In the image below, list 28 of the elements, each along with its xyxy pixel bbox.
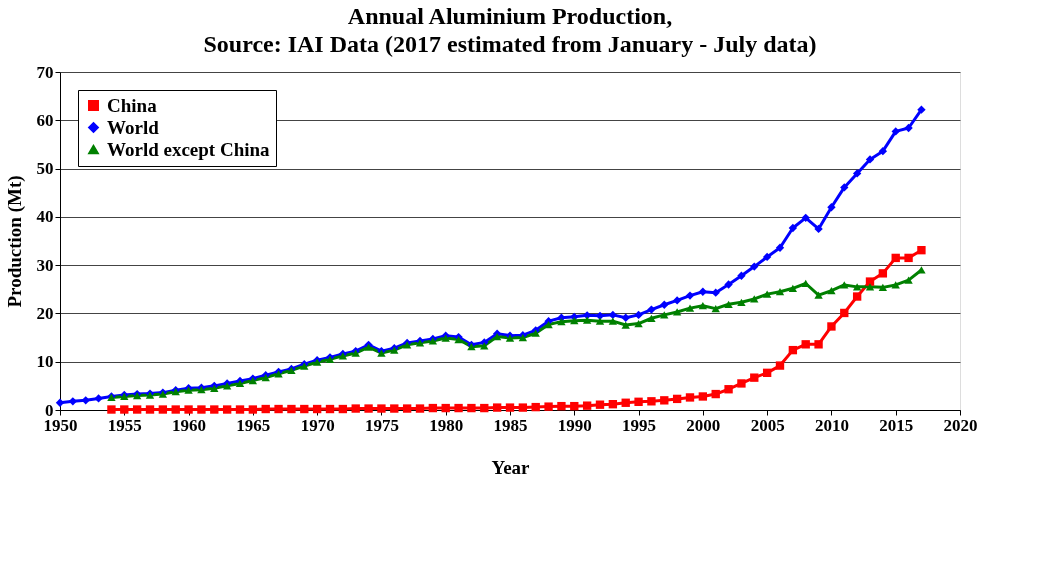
x-tick-label: 1980 [429, 415, 464, 435]
x-tick-label: 1990 [557, 415, 592, 435]
x-tick-label: 1955 [107, 415, 142, 435]
legend-label: World except China [107, 138, 271, 160]
x-tick-label: 2015 [879, 415, 914, 435]
x-tick-label: 1995 [622, 415, 657, 435]
chart-title: Annual Aluminium Production, [347, 3, 673, 29]
y-tick-label: 70 [36, 62, 54, 82]
y-tick-label: 50 [36, 159, 54, 179]
y-tick-label: 60 [36, 110, 54, 130]
x-tick-label: 1965 [236, 415, 271, 435]
x-tick-label: 1985 [493, 415, 528, 435]
x-tick-label: 2010 [814, 415, 849, 435]
x-tick-label: 1960 [172, 415, 207, 435]
x-tick-label: 2020 [943, 415, 978, 435]
chart-subtitle: Source: IAI Data (2017 estimated from January - July data) [203, 31, 817, 57]
y-tick-label: 40 [36, 207, 54, 227]
x-tick-label: 1975 [364, 415, 399, 435]
x-tick-label: 1970 [300, 415, 335, 435]
x-tick-label: 2005 [750, 415, 785, 435]
y-tick-label: 10 [36, 352, 54, 372]
y-axis-title: Production (Mt) [3, 175, 26, 308]
y-tick-label: 20 [36, 303, 54, 323]
x-tick-label: 2000 [686, 415, 721, 435]
legend-label: World [107, 116, 160, 138]
y-tick-label: 30 [36, 255, 54, 275]
legend-label: China [107, 94, 158, 116]
x-axis-title: Year [491, 456, 531, 478]
